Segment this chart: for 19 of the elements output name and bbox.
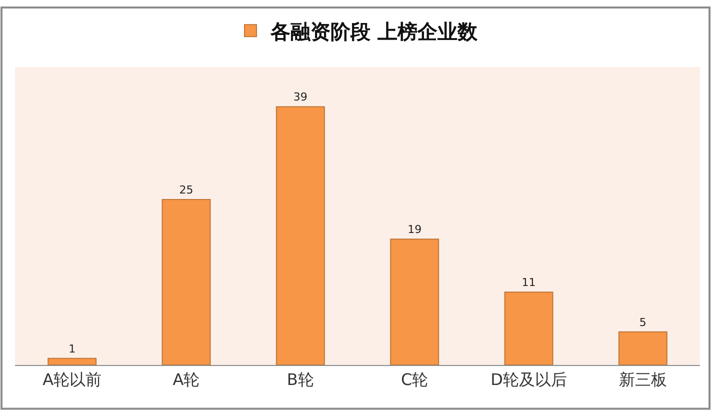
x-tick-label: B轮 [286, 370, 314, 390]
bar [48, 358, 97, 365]
bar [162, 198, 211, 365]
x-tick-label: C轮 [400, 370, 428, 390]
bar [504, 292, 554, 365]
x-tick-label: A轮 [172, 370, 200, 390]
bar [276, 106, 325, 365]
data-label: 11 [522, 276, 536, 290]
bar [618, 331, 668, 365]
x-tick-label: D轮及以后 [490, 370, 567, 390]
data-label: 39 [293, 90, 308, 104]
x-tick-label: 新三板 [618, 370, 667, 390]
bar [390, 238, 440, 365]
data-label: 1 [68, 342, 76, 356]
data-label: 5 [639, 316, 646, 329]
data-label: 19 [408, 223, 422, 236]
legend-label: 各融资阶段 上榜企业数 [270, 19, 478, 44]
x-tick-label: A轮以前 [42, 370, 102, 390]
data-label: 25 [179, 183, 194, 196]
